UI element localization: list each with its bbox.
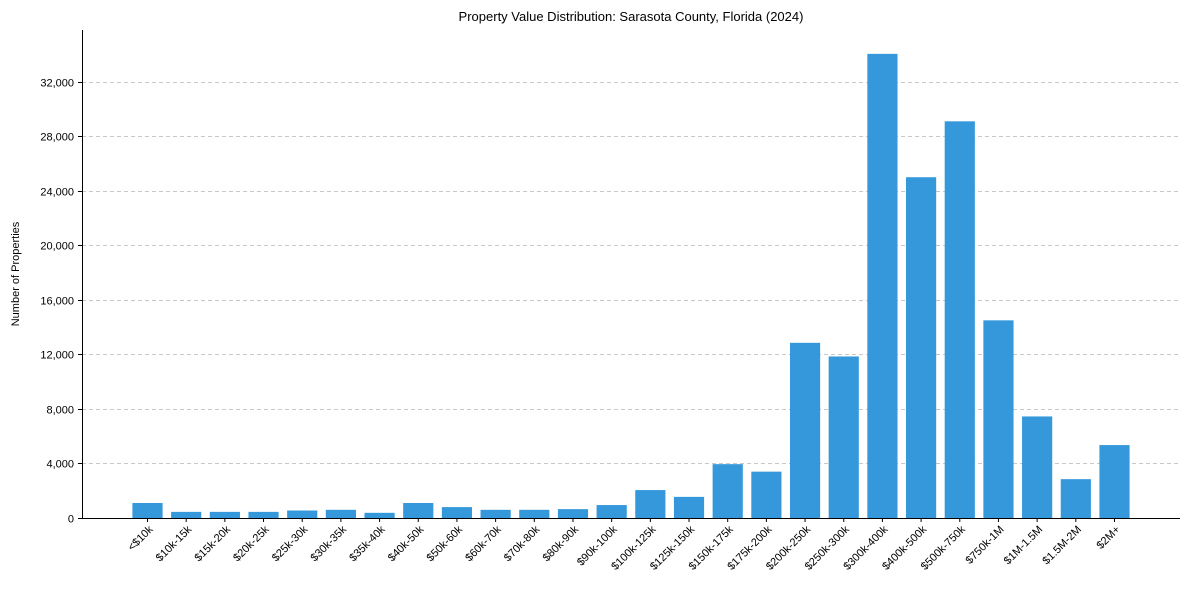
y-ticks: 0 4,000 8,000 12,000 16,000 20,000 24,000 28,00… xyxy=(40,78,82,526)
bar xyxy=(403,503,434,518)
x-tick-label: $750k-1M xyxy=(964,524,1007,567)
x-tick-label: $1.5M-2M xyxy=(1040,524,1084,568)
x-tick-label: $10k-15k xyxy=(154,523,195,564)
y-tick-label: 4,000 xyxy=(46,459,74,471)
bar xyxy=(1099,445,1130,518)
bar xyxy=(596,505,627,518)
bar xyxy=(828,356,859,518)
bar xyxy=(287,510,318,518)
bar xyxy=(635,490,666,518)
bar xyxy=(712,464,743,518)
bar xyxy=(519,509,550,518)
x-tick-label: $30k-35k xyxy=(309,523,350,564)
x-tick-label: $60k-70k xyxy=(463,523,504,564)
y-tick-label: 28,000 xyxy=(40,132,74,144)
bar xyxy=(209,511,240,518)
y-tick-label: 16,000 xyxy=(40,296,74,308)
bars xyxy=(132,53,1130,519)
x-tick-label: $80k-90k xyxy=(541,523,582,564)
bar xyxy=(132,503,163,518)
y-tick-label: 8,000 xyxy=(46,405,74,417)
bar xyxy=(751,471,782,518)
x-tick-label: $70k-80k xyxy=(502,523,543,564)
x-tick-label: $40k-50k xyxy=(386,523,427,564)
grid-lines xyxy=(82,82,1180,464)
y-axis-label: Number of Properties xyxy=(10,221,22,326)
x-ticks: <$10k$10k-15k$15k-20k$20k-25k$25k-30k$30… xyxy=(126,518,1123,573)
bar xyxy=(364,512,395,518)
y-tick-label: 32,000 xyxy=(40,78,74,90)
x-tick-label: $15k-20k xyxy=(192,523,233,564)
bar xyxy=(325,509,356,518)
y-tick-label: 12,000 xyxy=(40,350,74,362)
chart-title: Property Value Distribution: Sarasota Co… xyxy=(459,9,804,24)
y-tick-label: 20,000 xyxy=(40,241,74,253)
x-tick-label: $50k-60k xyxy=(425,523,466,564)
bar xyxy=(171,511,202,518)
bar xyxy=(1060,479,1091,518)
x-tick-label: $20k-25k xyxy=(231,523,272,564)
y-tick-label: 24,000 xyxy=(40,187,74,199)
bar xyxy=(480,509,511,518)
bar xyxy=(557,509,589,518)
x-tick-label: $2M+ xyxy=(1094,524,1122,552)
x-tick-label: $1M-1.5M xyxy=(1002,524,1046,568)
x-tick-label: $35k-40k xyxy=(347,523,388,564)
x-tick-label: <$10k xyxy=(126,523,156,553)
bar xyxy=(441,507,473,518)
y-tick-label: 0 xyxy=(68,514,74,526)
bar xyxy=(983,320,1014,518)
bar xyxy=(673,496,705,518)
bar xyxy=(944,121,975,519)
x-tick-label: $25k-30k xyxy=(270,523,311,564)
bar xyxy=(906,177,937,518)
bar xyxy=(248,511,279,518)
bar xyxy=(867,53,898,519)
bar xyxy=(1022,416,1053,518)
bar xyxy=(789,342,821,518)
